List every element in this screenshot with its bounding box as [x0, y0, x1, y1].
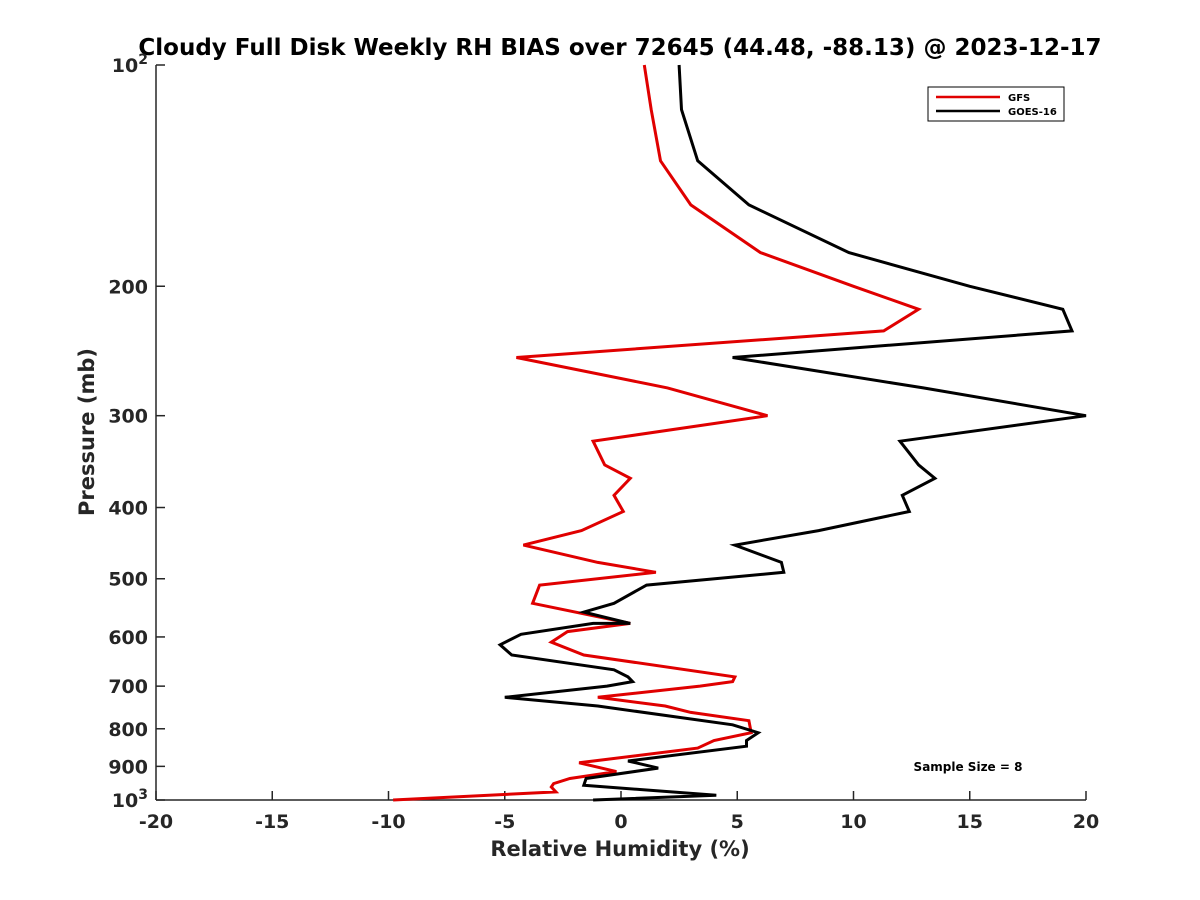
y-tick-label: 400: [108, 498, 148, 520]
sample-size-annotation: Sample Size = 8: [914, 760, 1023, 774]
x-tick-label: 15: [957, 811, 983, 833]
y-tick-label: 500: [108, 569, 148, 591]
legend-entry: GOES-16: [1008, 107, 1057, 118]
legend-box: [927, 86, 1065, 122]
y-tick-label: 800: [108, 719, 148, 741]
legend: GFS GOES-16: [927, 86, 1065, 122]
y-tick-label: 600: [108, 627, 148, 649]
y-tick-label: 103: [112, 787, 148, 812]
x-axis-label: Relative Humidity (%): [490, 837, 749, 861]
x-tick-label: -5: [494, 811, 515, 833]
x-tick-label: 10: [840, 811, 866, 833]
y-tick-label: 300: [108, 406, 148, 428]
x-tick-label: 0: [614, 811, 627, 833]
y-axis-label: Pressure (mb): [75, 348, 99, 516]
legend-entry: GFS: [1008, 93, 1030, 104]
x-tick-label: 20: [1073, 811, 1099, 833]
x-tick-label: 5: [731, 811, 744, 833]
y-tick-label: 900: [108, 756, 148, 778]
x-tick-label: -10: [371, 811, 405, 833]
y-tick-label: 700: [108, 676, 148, 698]
x-tick-label: -15: [255, 811, 289, 833]
series-line-goes-16: [497, 64, 1087, 802]
series-line-gfs: [393, 64, 923, 802]
plot-area: -20 -15 -10 -5 0 5 10 15 20 102 200 300 400 500 600 700…: [108, 52, 1099, 833]
x-tick-label: -20: [139, 811, 173, 833]
y-tick-label: 102: [112, 52, 148, 77]
y-tick-label: 200: [108, 276, 148, 298]
chart-title: Cloudy Full Disk Weekly RH BIAS over 726…: [138, 35, 1101, 61]
